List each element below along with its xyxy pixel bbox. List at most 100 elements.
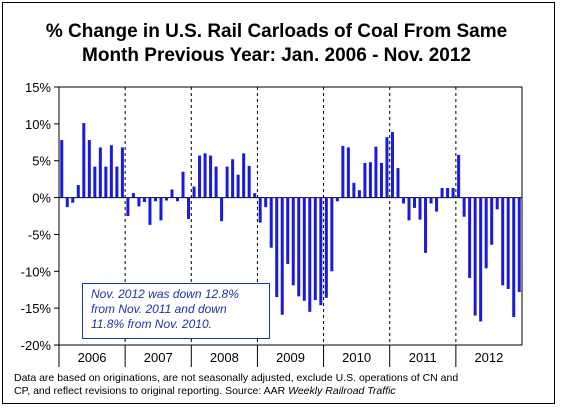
footnote-line-1: Data are based on originations, are not … <box>14 372 459 384</box>
annotation-line-2: from Nov. 2011 and down <box>91 302 227 316</box>
bar <box>148 197 152 225</box>
bar <box>308 197 312 312</box>
y-tick-label: 5% <box>32 154 51 169</box>
bar <box>115 166 119 198</box>
x-year-label: 2008 <box>210 350 239 365</box>
x-year-label: 2010 <box>342 350 371 365</box>
bar <box>457 154 461 198</box>
bar <box>253 193 257 198</box>
bar <box>341 145 345 198</box>
bar <box>490 197 494 245</box>
bar <box>242 153 246 198</box>
y-tick-label: -5% <box>28 227 52 242</box>
bar <box>379 162 383 198</box>
bar <box>87 140 91 198</box>
bar <box>313 197 317 301</box>
y-tick-label: -15% <box>21 301 52 316</box>
bar <box>209 155 213 198</box>
bar <box>374 146 378 198</box>
x-year-label: 2007 <box>144 350 173 365</box>
bar <box>462 197 466 217</box>
y-tick-label: 10% <box>25 117 51 132</box>
bar <box>60 140 64 198</box>
bar <box>413 197 417 208</box>
bar <box>280 197 284 315</box>
bar <box>357 190 361 198</box>
bar <box>468 197 472 278</box>
bar <box>501 197 505 286</box>
bar <box>506 197 510 289</box>
bar <box>93 166 97 198</box>
bar <box>396 168 400 198</box>
x-year-label: 2009 <box>276 350 305 365</box>
bar <box>517 197 521 292</box>
bar <box>269 197 273 248</box>
bar <box>225 166 229 198</box>
bar <box>76 185 80 198</box>
bar <box>451 187 455 198</box>
chart-title-line-2: Month Previous Year: Jan. 2006 - Nov. 20… <box>82 45 471 66</box>
bar <box>220 197 224 222</box>
bar <box>352 182 356 198</box>
bar <box>120 147 124 198</box>
bar <box>192 186 196 198</box>
bar <box>247 165 251 198</box>
bar <box>104 166 108 198</box>
y-tick-label: 15% <box>25 80 51 95</box>
x-year-label: 2011 <box>409 350 437 365</box>
bar <box>346 147 350 198</box>
bar <box>473 197 477 316</box>
bar <box>176 197 180 202</box>
bar <box>214 166 218 198</box>
bar <box>258 197 262 223</box>
bar <box>401 197 405 204</box>
bar <box>297 197 301 297</box>
bar <box>236 174 240 198</box>
annotation-line-1: Nov. 2012 was down 12.8% <box>91 287 239 301</box>
plot-area <box>58 86 523 346</box>
bar <box>418 197 422 220</box>
footnote-source-prefix: CP, and reflect revisions to original re… <box>14 385 289 397</box>
bar <box>440 187 444 198</box>
annotation-line-3: 11.8% from Nov. 2010. <box>91 317 212 331</box>
bar <box>131 193 135 198</box>
bar <box>385 137 389 198</box>
bar <box>203 153 207 198</box>
bar <box>187 197 191 219</box>
bar <box>512 197 516 317</box>
bar <box>479 197 483 322</box>
bar <box>390 131 394 198</box>
bar <box>324 197 328 298</box>
bar <box>137 197 141 207</box>
bar <box>264 197 268 208</box>
x-year-label: 2012 <box>474 350 503 365</box>
bar <box>291 197 295 286</box>
bar <box>231 159 235 198</box>
chart-title-line-1: % Change in U.S. Rail Carloads of Coal F… <box>45 21 508 42</box>
y-tick-label: 0% <box>32 191 51 206</box>
bar <box>142 197 146 202</box>
bar <box>429 197 433 204</box>
y-tick-label: -20% <box>21 338 52 353</box>
bar <box>407 197 411 221</box>
y-tick-label: -10% <box>21 264 52 279</box>
bar <box>98 147 102 198</box>
bar <box>424 197 428 253</box>
bar <box>109 145 113 198</box>
bar <box>363 162 367 198</box>
footnote-source-name: Weekly Railroad Traffic <box>288 385 396 397</box>
bar <box>495 197 499 210</box>
bar <box>71 197 75 203</box>
bar <box>286 197 290 264</box>
bar <box>126 197 130 216</box>
bar <box>368 162 372 198</box>
bar <box>65 197 69 208</box>
bar <box>484 197 488 269</box>
bar <box>446 187 450 198</box>
bar <box>164 197 168 201</box>
bar <box>82 123 86 198</box>
bar <box>435 197 439 212</box>
bar <box>330 197 334 272</box>
bar <box>181 171 185 198</box>
